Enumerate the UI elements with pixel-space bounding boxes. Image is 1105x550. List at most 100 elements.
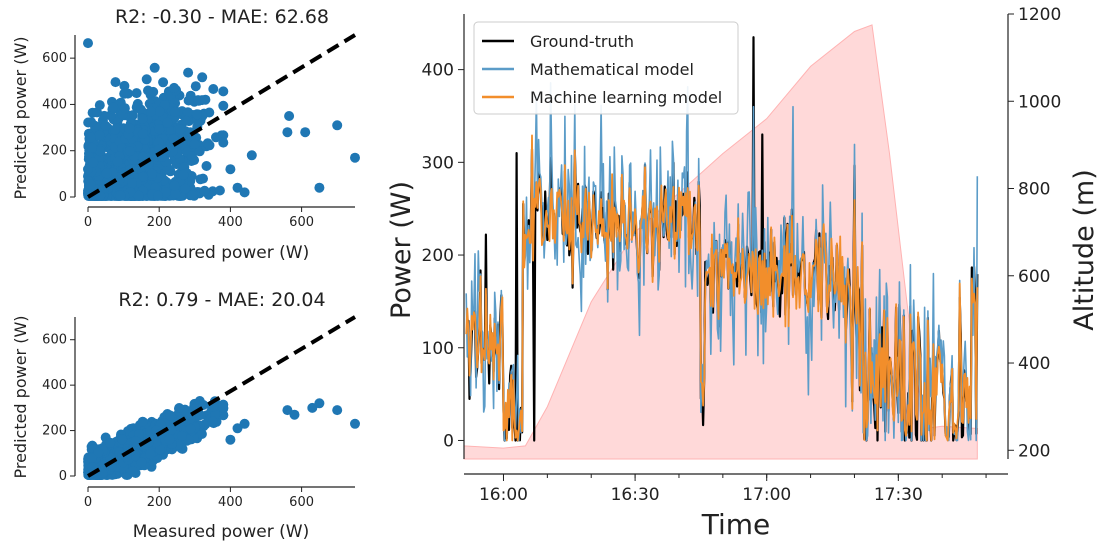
scatter-bottom-point bbox=[225, 434, 236, 445]
scatter-bottom-ylabel: Predicted power (W) bbox=[11, 315, 30, 478]
scatter-top-point bbox=[110, 77, 121, 88]
scatter-top-point bbox=[147, 168, 158, 179]
scatter-top-point bbox=[137, 151, 148, 162]
scatter-top-point bbox=[119, 80, 130, 91]
scatter-bottom-xlabel: Measured power (W) bbox=[133, 522, 309, 542]
scatter-top-point bbox=[175, 124, 185, 135]
scatter-top-point bbox=[182, 107, 193, 118]
scatter-top-point bbox=[153, 190, 163, 201]
scatter-top-xlabel: Measured power (W) bbox=[133, 243, 309, 263]
scatter-top-point bbox=[143, 85, 153, 96]
scatter-bottom-point bbox=[166, 424, 177, 435]
scatter-bottom-point bbox=[332, 405, 343, 416]
scatter-top-point bbox=[119, 103, 130, 114]
scatter-top-point bbox=[94, 130, 105, 141]
scatter-top-point bbox=[169, 106, 180, 117]
scatter-bottom-point bbox=[232, 423, 243, 434]
scatter-bottom-point bbox=[105, 437, 116, 448]
scatter-bottom-x-tick-label: 200 bbox=[147, 495, 172, 510]
scatter-top-point bbox=[149, 62, 160, 73]
scatter-top-point bbox=[225, 164, 236, 175]
scatter-bottom-point bbox=[97, 467, 108, 478]
scatter-panel-top: R2: -0.30 - MAE: 62.68 0 200 400 600 0 200 40… bbox=[11, 6, 360, 263]
scatter-top-ylabel: Predicted power (W) bbox=[11, 36, 30, 199]
scatter-top-point bbox=[115, 190, 126, 201]
legend-box bbox=[473, 21, 739, 115]
scatter-top-point bbox=[86, 117, 97, 128]
scatter-top-point bbox=[95, 146, 106, 157]
scatter-top-point bbox=[204, 140, 215, 151]
scatter-top-point bbox=[127, 178, 137, 189]
scatter-top-point bbox=[131, 88, 142, 99]
legend-item-ground-truth: Ground-truth bbox=[482, 32, 634, 51]
legend-item-mathematical-model: Mathematical model bbox=[482, 60, 694, 79]
machine-learning-model-line bbox=[465, 134, 979, 442]
power-ylabel: Power (W) bbox=[386, 181, 417, 319]
scatter-top-point bbox=[208, 84, 219, 94]
scatter-bottom-point bbox=[282, 405, 293, 416]
scatter-bottom-y-tick-label: 400 bbox=[42, 378, 67, 393]
scatter-bottom-point bbox=[314, 398, 325, 409]
power-y-tick-label: 300 bbox=[422, 153, 454, 173]
time-x-tick-label: 17:00 bbox=[742, 485, 791, 505]
scatter-top-y-tick-label: 0 bbox=[59, 190, 67, 205]
scatter-top-point bbox=[158, 77, 169, 88]
power-y-tick-label: 200 bbox=[422, 246, 454, 266]
legend-label-mathematical-model: Mathematical model bbox=[530, 60, 694, 79]
scatter-top-point bbox=[85, 132, 96, 143]
scatter-top-point bbox=[170, 188, 181, 199]
scatter-top-point bbox=[190, 81, 201, 92]
scatter-top-point bbox=[314, 182, 325, 193]
scatter-top-point bbox=[282, 127, 293, 138]
scatter-bottom-point bbox=[137, 416, 148, 427]
scatter-top-y-tick-label: 200 bbox=[42, 144, 67, 159]
scatter-top-point bbox=[350, 152, 360, 163]
scatter-top-point bbox=[124, 146, 135, 157]
scatter-bottom-y-tick-label: 600 bbox=[42, 333, 67, 348]
power-y-tick-label: 0 bbox=[443, 431, 454, 451]
scatter-top-point bbox=[218, 130, 229, 141]
scatter-top-point bbox=[180, 115, 191, 126]
legend-label-ground-truth: Ground-truth bbox=[530, 32, 634, 51]
scatter-bottom-reference-line bbox=[86, 315, 357, 478]
scatter-top-point bbox=[284, 111, 295, 121]
scatter-top-point bbox=[145, 106, 156, 117]
scatter-bottom-point bbox=[196, 429, 207, 439]
scatter-bottom-point bbox=[176, 430, 187, 441]
scatter-top-point bbox=[187, 190, 198, 201]
scatter-top-x-tick-label: 200 bbox=[147, 215, 172, 230]
scatter-bottom-point bbox=[239, 418, 250, 429]
altitude-y-tick-label: 800 bbox=[1018, 180, 1050, 200]
scatter-top-point bbox=[85, 179, 96, 190]
scatter-bottom-point bbox=[130, 436, 141, 447]
scatter-top-point bbox=[218, 100, 229, 111]
scatter-top-point bbox=[87, 142, 97, 153]
scatter-top-point bbox=[94, 100, 105, 111]
scatter-top-point bbox=[108, 102, 119, 113]
scatter-top-point bbox=[187, 151, 197, 162]
scatter-bottom-point bbox=[117, 434, 128, 445]
scatter-top-point bbox=[193, 95, 204, 106]
scatter-top-point bbox=[141, 74, 152, 85]
scatter-top-point bbox=[197, 72, 208, 83]
scatter-bottom-point bbox=[289, 409, 300, 420]
scatter-top-x-tick-label: 600 bbox=[289, 215, 314, 230]
scatter-top-point bbox=[154, 106, 165, 117]
scatter-bottom-point bbox=[218, 402, 229, 413]
scatter-top-point bbox=[154, 124, 165, 135]
altitude-y-tick-label: 1200 bbox=[1018, 5, 1061, 25]
scatter-bottom-point bbox=[164, 434, 175, 445]
time-x-tick-label: 17:30 bbox=[874, 485, 923, 505]
scatter-top-point bbox=[83, 164, 93, 175]
scatter-top-point bbox=[162, 117, 173, 128]
scatter-top-point bbox=[109, 124, 120, 135]
scatter-top-point bbox=[88, 157, 99, 168]
altitude-y-tick-label: 200 bbox=[1018, 441, 1050, 461]
scatter-top-point bbox=[218, 86, 229, 97]
scatter-bottom-point bbox=[86, 453, 97, 464]
scatter-panel-bottom: R2: 0.79 - MAE: 20.04 0 200 400 600 0 200 400… bbox=[11, 289, 360, 542]
scatter-bottom-point bbox=[307, 402, 318, 413]
scatter-top-point bbox=[214, 185, 225, 196]
scatter-bottom-point bbox=[151, 437, 161, 448]
time-x-tick-label: 16:00 bbox=[479, 485, 528, 505]
